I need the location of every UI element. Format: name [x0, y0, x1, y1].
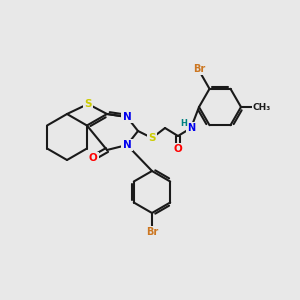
- Text: S: S: [84, 99, 92, 109]
- Text: S: S: [148, 133, 156, 143]
- Text: O: O: [174, 144, 182, 154]
- Text: CH₃: CH₃: [253, 103, 271, 112]
- Text: N: N: [187, 123, 195, 133]
- Text: Br: Br: [194, 64, 206, 74]
- Text: N: N: [123, 112, 131, 122]
- Text: H: H: [181, 118, 188, 127]
- Text: N: N: [123, 140, 131, 150]
- Text: Br: Br: [146, 227, 158, 237]
- Text: O: O: [88, 153, 98, 163]
